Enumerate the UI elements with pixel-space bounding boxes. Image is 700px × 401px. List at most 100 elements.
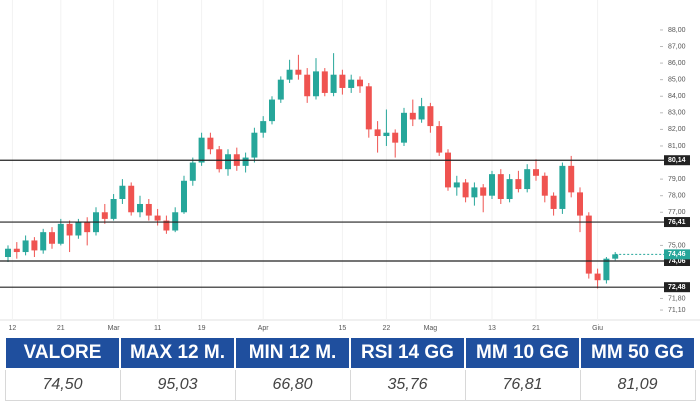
- column-header: MAX 12 M.: [119, 336, 236, 370]
- candle-body: [409, 112, 416, 120]
- candle-body: [13, 248, 20, 253]
- candle-body: [75, 222, 82, 236]
- candle-body: [260, 121, 267, 133]
- candle-body: [321, 71, 328, 93]
- candle-body: [339, 74, 346, 88]
- x-tick-label: 12: [9, 325, 17, 332]
- level-label-bg: [664, 217, 690, 228]
- candle-body: [84, 222, 91, 233]
- x-tick-label: 13: [488, 325, 496, 332]
- candle-body: [357, 79, 363, 87]
- candle-body: [480, 187, 487, 196]
- candle-body: [541, 175, 548, 196]
- candle-body: [603, 258, 610, 281]
- column-header: MIN 12 M.: [234, 336, 351, 370]
- candle-body: [295, 69, 302, 75]
- candle-body: [198, 137, 205, 163]
- candle-body: [137, 203, 143, 213]
- x-tick-label: Mar: [108, 325, 121, 332]
- y-tick-label: 88,00: [668, 27, 686, 34]
- level-label: 72,48: [668, 284, 686, 291]
- stats-table: VALORE MAX 12 M. MIN 12 M. RSI 14 GG MM 10 G…: [4, 336, 696, 401]
- candle-body: [181, 180, 187, 213]
- candle-body: [110, 199, 117, 219]
- last-price-label: 74,46: [668, 251, 686, 258]
- cell-value: 74,50: [4, 368, 121, 401]
- candle-body: [427, 106, 434, 127]
- chart: 12 21 Mar 11 19 Apr 15 22 Mag 13 21 Giu 88,00 87,00 86…: [0, 0, 700, 332]
- candle-body: [401, 112, 407, 143]
- level-label: 76,41: [668, 219, 686, 226]
- candle-body: [568, 165, 575, 193]
- cell-value: 81,09: [579, 368, 696, 401]
- candle-body: [304, 74, 311, 97]
- y-tick-label: 87,00: [668, 43, 686, 50]
- level-label-bg: [664, 255, 690, 266]
- x-tick-label: Giu: [592, 325, 603, 332]
- y-tick-label: 71,80: [668, 295, 686, 302]
- candle-body: [154, 215, 161, 221]
- candle-body: [612, 254, 619, 259]
- y-tick-label: 79,00: [668, 176, 686, 183]
- candle-body: [216, 149, 223, 170]
- candle-body: [57, 223, 64, 244]
- column-header: MM 50 GG: [579, 336, 696, 370]
- y-tick-label: 83,00: [668, 110, 686, 117]
- candle-body: [383, 132, 390, 137]
- x-tick-label: 21: [532, 325, 540, 332]
- candle-body: [594, 273, 601, 281]
- candle-body: [348, 79, 355, 88]
- candle-body: [506, 179, 513, 200]
- level-label-bg: [664, 282, 690, 293]
- candle-body: [189, 162, 196, 181]
- x-tick-label: 19: [198, 325, 206, 332]
- candle-body: [66, 223, 73, 236]
- candle-body: [31, 240, 38, 251]
- candle-body: [374, 129, 381, 137]
- candle-body: [277, 79, 284, 100]
- candle-body: [559, 165, 566, 209]
- candle-body: [172, 212, 179, 231]
- last-price-bg: [664, 249, 690, 260]
- candle-body: [445, 152, 451, 188]
- y-tick-label: 85,00: [668, 77, 686, 84]
- x-tick-label: Mag: [424, 325, 438, 332]
- header-row: VALORE MAX 12 M. MIN 12 M. RSI 14 GG MM 10 G…: [4, 336, 696, 370]
- candle-body: [128, 185, 135, 213]
- level-label-bg: [664, 155, 690, 166]
- cell-value: 95,03: [119, 368, 236, 401]
- candle-body: [453, 182, 460, 188]
- candle-body: [286, 69, 293, 80]
- candle-body: [313, 71, 319, 97]
- candle-body: [365, 86, 372, 130]
- cell-value: 66,80: [234, 368, 351, 401]
- y-tick-label: 77,00: [668, 209, 686, 216]
- candle-body: [49, 232, 55, 244]
- candle-body: [225, 154, 231, 170]
- candle-body: [418, 106, 425, 120]
- candle-body: [462, 182, 469, 198]
- y-tick-label: 86,00: [668, 60, 686, 67]
- y-tick-label: 82,00: [668, 126, 686, 133]
- level-label: 80,14: [668, 157, 686, 164]
- y-tick-label: 84,00: [668, 93, 686, 100]
- candle-body: [330, 74, 337, 93]
- candle-body: [40, 232, 47, 251]
- candle-body: [101, 212, 108, 219]
- candle-body: [533, 169, 539, 176]
- cell-value: 76,81: [464, 368, 581, 401]
- candle-body: [22, 240, 29, 253]
- candle-body: [577, 192, 583, 216]
- column-header: VALORE: [4, 336, 121, 370]
- candle-body: [5, 248, 11, 258]
- column-header: MM 10 GG: [464, 336, 581, 370]
- candle-body: [436, 126, 443, 153]
- candle-body: [524, 169, 531, 190]
- x-tick-label: 11: [154, 325, 161, 332]
- candle-body: [550, 195, 557, 209]
- y-tick-label: 75,00: [668, 242, 686, 249]
- y-tick-label: 81,00: [668, 143, 686, 150]
- candle-body: [489, 174, 495, 196]
- level-label: 74,06: [668, 258, 686, 265]
- candle-body: [269, 99, 275, 122]
